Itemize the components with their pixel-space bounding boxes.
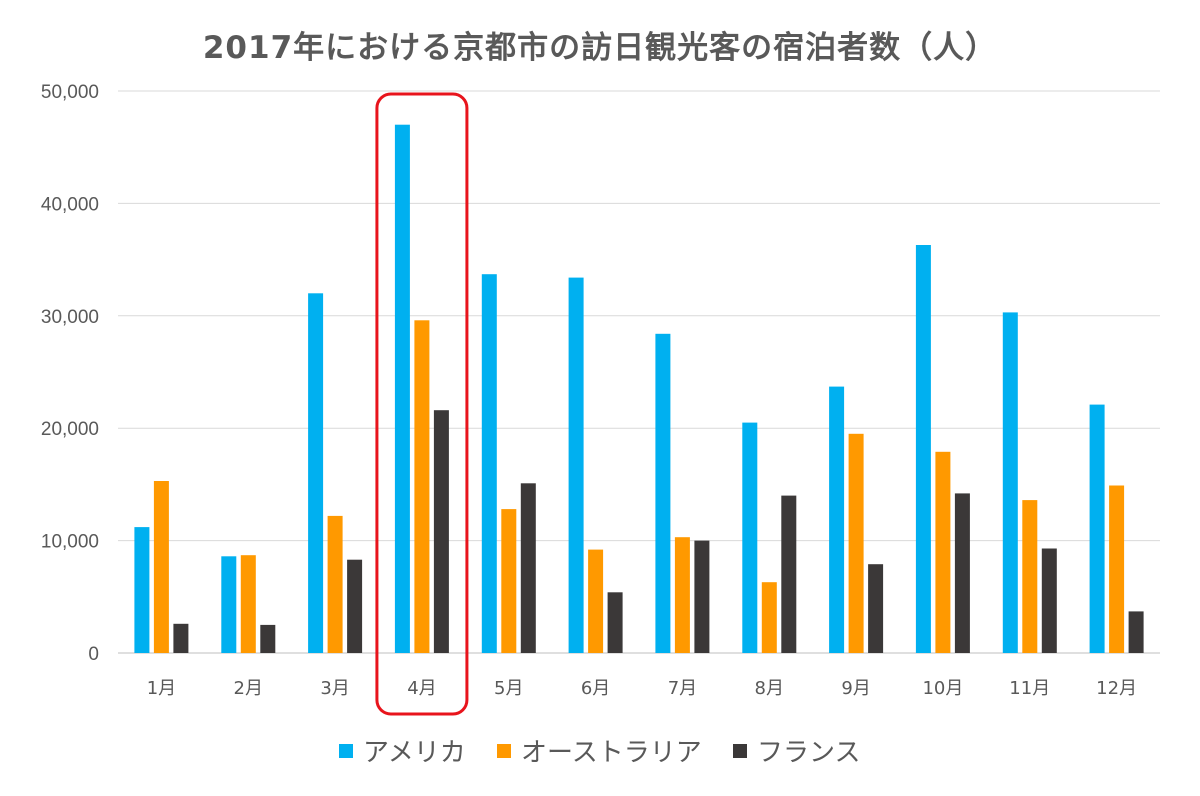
bar xyxy=(607,592,623,653)
y-tick-label: 30,000 xyxy=(41,307,99,328)
y-tick-label: 20,000 xyxy=(41,419,99,440)
bar xyxy=(1109,485,1125,653)
bar xyxy=(694,540,710,653)
legend-swatch xyxy=(497,744,511,758)
bar xyxy=(481,274,497,653)
bar xyxy=(221,556,237,653)
y-tick-label: 0 xyxy=(88,644,99,665)
bar xyxy=(568,277,584,653)
legend-swatch xyxy=(339,744,353,758)
highlight-box xyxy=(375,92,469,716)
bar xyxy=(935,451,951,653)
bar xyxy=(829,386,845,653)
bar xyxy=(781,495,797,653)
bar xyxy=(1002,312,1018,653)
x-tick-label: 8月 xyxy=(755,678,784,699)
x-tick-label: 2月 xyxy=(234,678,263,699)
x-tick-label: 5月 xyxy=(494,678,523,699)
x-tick-label: 4月 xyxy=(407,678,436,699)
bar xyxy=(327,515,343,653)
y-tick-label: 10,000 xyxy=(41,532,99,553)
bar xyxy=(742,422,758,653)
bar xyxy=(501,509,517,653)
bar xyxy=(674,537,690,653)
bar xyxy=(868,564,884,653)
x-tick-label: 6月 xyxy=(581,678,610,699)
bar xyxy=(347,559,363,653)
x-tick-label: 10月 xyxy=(922,678,963,699)
legend-label: アメリカ xyxy=(363,738,466,768)
bar xyxy=(134,527,150,653)
chart-title: 2017年における京都市の訪日観光客の宿泊者数（人） xyxy=(202,30,998,66)
bar xyxy=(1022,500,1038,653)
bar xyxy=(761,582,777,653)
y-tick-label: 50,000 xyxy=(41,82,99,103)
bar xyxy=(394,124,410,653)
bar xyxy=(153,481,169,653)
bar xyxy=(655,333,671,653)
y-tick-label: 40,000 xyxy=(41,194,99,215)
x-tick-label: 3月 xyxy=(320,678,349,699)
bar xyxy=(915,245,931,653)
bar xyxy=(433,410,449,653)
bar xyxy=(848,433,864,653)
legend-label: フランス xyxy=(757,738,860,768)
bar xyxy=(520,483,536,653)
bar xyxy=(1128,611,1144,653)
x-tick-label: 11月 xyxy=(1009,678,1050,699)
x-tick-label: 12月 xyxy=(1096,678,1137,699)
x-tick-label: 9月 xyxy=(841,678,870,699)
bar xyxy=(1041,548,1057,653)
bar xyxy=(240,555,256,653)
bar xyxy=(260,624,276,653)
bar xyxy=(414,320,430,653)
bar xyxy=(954,493,970,653)
bar xyxy=(1089,404,1105,653)
bar xyxy=(308,293,324,653)
legend-label: オーストラリア xyxy=(521,738,702,768)
legend-swatch xyxy=(733,744,747,758)
x-tick-label: 7月 xyxy=(668,678,697,699)
bar xyxy=(173,623,189,653)
x-tick-label: 1月 xyxy=(147,678,176,699)
bar xyxy=(588,549,604,653)
